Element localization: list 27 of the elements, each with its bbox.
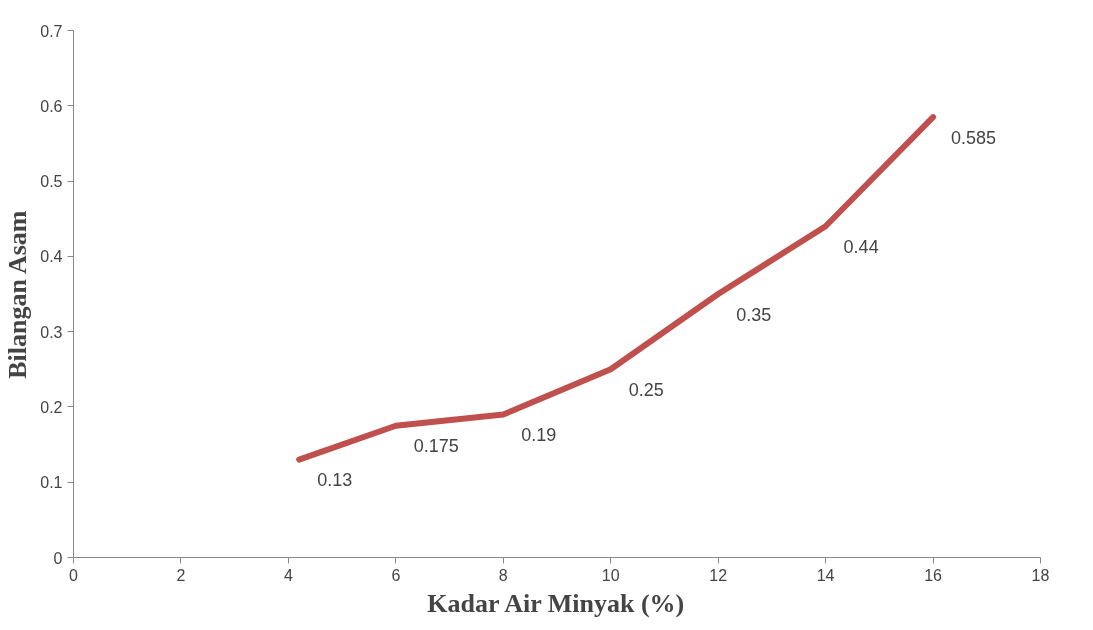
x-tick-label: 14 xyxy=(816,566,835,584)
y-tick-label: 0.6 xyxy=(40,97,63,115)
data-label: 0.585 xyxy=(951,127,997,148)
y-tick-label: 0.2 xyxy=(40,398,63,416)
y-tick-label: 0.1 xyxy=(40,474,63,492)
data-label: 0.175 xyxy=(413,436,459,457)
x-tick-label: 12 xyxy=(709,566,728,584)
x-tick-label: 6 xyxy=(391,566,401,584)
x-tick-label: 18 xyxy=(1031,566,1050,584)
y-tick-label: 0.4 xyxy=(40,248,63,266)
y-tick-label: 0.7 xyxy=(40,22,63,40)
x-tick-label: 0 xyxy=(69,566,79,584)
x-tick-label: 8 xyxy=(498,566,508,584)
y-tick-label: 0.5 xyxy=(40,173,63,191)
data-label: 0.13 xyxy=(317,470,353,491)
x-tick-label: 10 xyxy=(601,566,620,584)
data-label: 0.44 xyxy=(843,236,879,257)
x-tick-label: 4 xyxy=(283,566,293,584)
y-tick-label: 0.3 xyxy=(40,323,63,341)
data-label: 0.19 xyxy=(521,424,557,445)
data-label: 0.35 xyxy=(736,304,772,325)
y-axis-title: Bilangan Asam xyxy=(3,210,33,379)
data-label: 0.25 xyxy=(628,379,664,400)
x-axis-title: Kadar Air Minyak (%) xyxy=(427,588,685,618)
x-tick-label: 16 xyxy=(924,566,943,584)
x-tick-label: 2 xyxy=(176,566,186,584)
y-tick-label: 0 xyxy=(53,549,63,567)
